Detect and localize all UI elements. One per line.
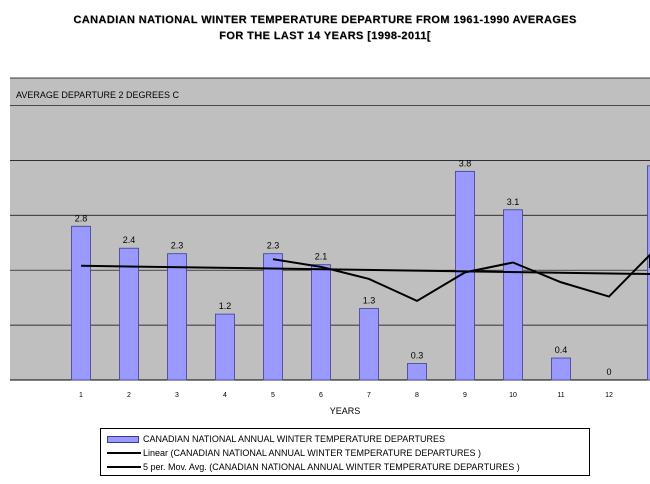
x-tick-label: 3 <box>175 392 179 399</box>
bar <box>503 209 523 381</box>
bar-data-label: 3.1 <box>507 197 520 207</box>
x-tick-label: 1 <box>79 392 83 399</box>
bar-data-label: 1.2 <box>219 301 232 311</box>
legend-line-swatch-linear <box>107 452 141 454</box>
bar-data-label: 2.8 <box>75 213 88 223</box>
bar-data-label: 2.4 <box>123 235 136 245</box>
legend-entry-moving-average: 5 per. Mov. Avg. (CANADIAN NATIONAL ANNU… <box>107 460 520 474</box>
bar <box>647 165 650 381</box>
bar <box>263 253 283 381</box>
bar <box>167 253 187 381</box>
bar-data-label: 2.3 <box>267 241 280 251</box>
legend-line-swatch-moving-average <box>107 466 141 468</box>
bar <box>407 363 427 381</box>
x-tick-label: 4 <box>223 392 227 399</box>
legend-entry-linear: Linear (CANADIAN NATIONAL ANNUAL WINTER … <box>107 446 481 460</box>
x-tick-label: 12 <box>605 392 613 399</box>
legend-entry-bars: CANADIAN NATIONAL ANNUAL WINTER TEMPERAT… <box>107 432 445 446</box>
bar-data-label: 1.3 <box>363 296 376 306</box>
bar-data-label: 3.8 <box>459 158 472 168</box>
legend-label-linear: Linear (CANADIAN NATIONAL ANNUAL WINTER … <box>143 448 482 458</box>
x-tick-label: 11 <box>557 392 564 399</box>
legend-label-bars: CANADIAN NATIONAL ANNUAL WINTER TEMPERAT… <box>143 434 446 444</box>
bar-data-label: 0 <box>606 367 611 377</box>
bar-data-label: 2.1 <box>315 252 328 262</box>
x-tick-label: 7 <box>367 392 371 399</box>
chart-title-line1: CANADIAN NATIONAL WINTER TEMPERATURE DEP… <box>73 14 577 26</box>
annotation-label: AVERAGE DEPARTURE 2 DEGREES C <box>16 90 180 100</box>
x-tick-label: 9 <box>463 392 467 399</box>
x-axis-title: YEARS <box>330 406 361 416</box>
x-tick-label: 5 <box>271 392 275 399</box>
chart-title-line2: FOR THE LAST 14 YEARS [1998-2011[ <box>219 30 431 42</box>
linear-trend-line <box>80 264 650 276</box>
bar <box>71 225 91 381</box>
x-tick-label: 2 <box>127 392 131 399</box>
moving-average-line <box>272 253 650 303</box>
bar <box>359 308 379 381</box>
bar <box>119 247 139 381</box>
legend-label-moving-average: 5 per. Mov. Avg. (CANADIAN NATIONAL ANNU… <box>143 462 520 472</box>
x-tick-label: 6 <box>319 392 323 399</box>
chart-legend: CANADIAN NATIONAL ANNUAL WINTER TEMPERAT… <box>100 428 590 476</box>
bar <box>455 170 475 381</box>
bar <box>311 264 331 381</box>
bar-data-label: 2.3 <box>171 241 184 251</box>
bar-data-label: 0.4 <box>555 345 568 355</box>
bar <box>551 357 571 381</box>
bar <box>215 313 235 381</box>
bar-chart: 2.82.42.31.22.32.11.30.33.83.10.403.9123… <box>10 77 650 416</box>
bar-data-label: 0.3 <box>411 351 424 361</box>
legend-bar-swatch <box>107 435 139 443</box>
x-tick-label: 8 <box>415 392 419 399</box>
x-tick-label: 10 <box>509 392 517 399</box>
